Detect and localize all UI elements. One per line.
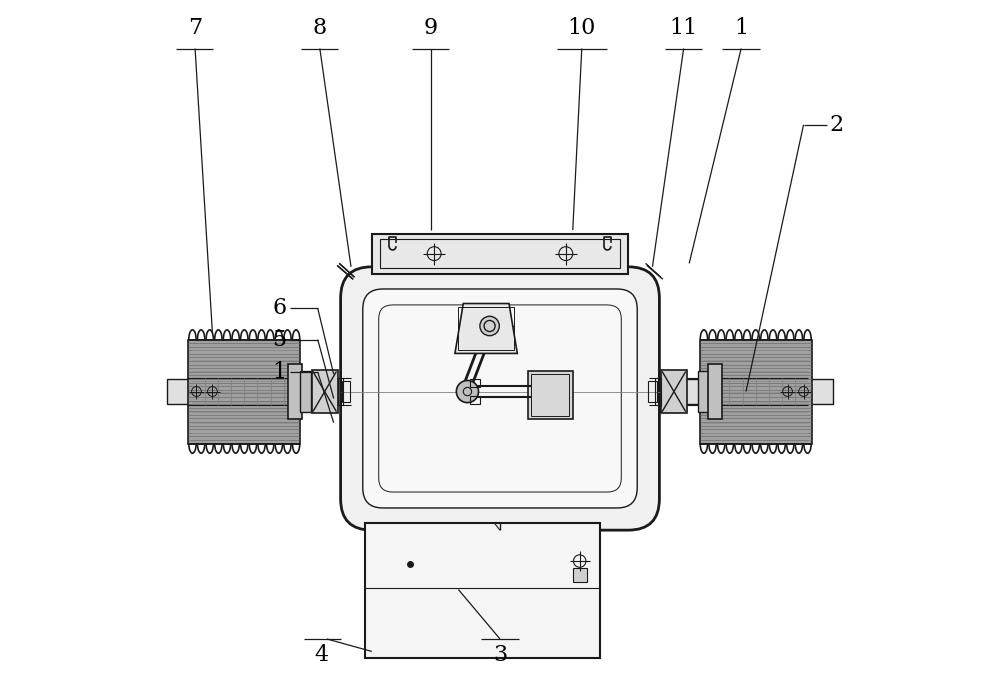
- Bar: [338, 378, 343, 405]
- Text: 3: 3: [493, 644, 507, 666]
- Bar: [528, 371, 573, 419]
- Text: 9: 9: [424, 17, 438, 39]
- Bar: [300, 371, 311, 412]
- Bar: [655, 378, 661, 405]
- Bar: [380, 239, 620, 268]
- Bar: [661, 370, 687, 413]
- Circle shape: [480, 316, 499, 335]
- Text: 10: 10: [568, 17, 596, 39]
- Bar: [288, 364, 302, 419]
- Text: 5: 5: [272, 328, 287, 351]
- Text: 2: 2: [829, 114, 843, 136]
- Text: 8: 8: [313, 17, 327, 39]
- Bar: [698, 371, 709, 412]
- Text: 6: 6: [272, 297, 287, 319]
- Bar: [680, 379, 833, 404]
- FancyBboxPatch shape: [341, 267, 659, 530]
- Bar: [342, 381, 350, 402]
- Bar: [470, 396, 480, 404]
- Bar: [470, 379, 480, 387]
- Bar: [573, 568, 587, 582]
- Bar: [648, 381, 657, 402]
- Text: 1: 1: [272, 361, 287, 383]
- Bar: [188, 340, 300, 444]
- Text: 7: 7: [188, 17, 202, 39]
- FancyBboxPatch shape: [363, 289, 637, 508]
- Bar: [531, 374, 569, 416]
- Circle shape: [456, 380, 479, 403]
- Bar: [708, 364, 722, 419]
- Bar: [458, 307, 514, 350]
- Text: 4: 4: [315, 644, 329, 666]
- Polygon shape: [455, 304, 517, 353]
- Text: 1: 1: [734, 17, 748, 39]
- Bar: [365, 523, 600, 658]
- Text: 11: 11: [670, 17, 698, 39]
- Bar: [700, 340, 812, 444]
- Bar: [312, 370, 338, 413]
- Bar: [372, 234, 628, 274]
- Bar: [167, 379, 320, 404]
